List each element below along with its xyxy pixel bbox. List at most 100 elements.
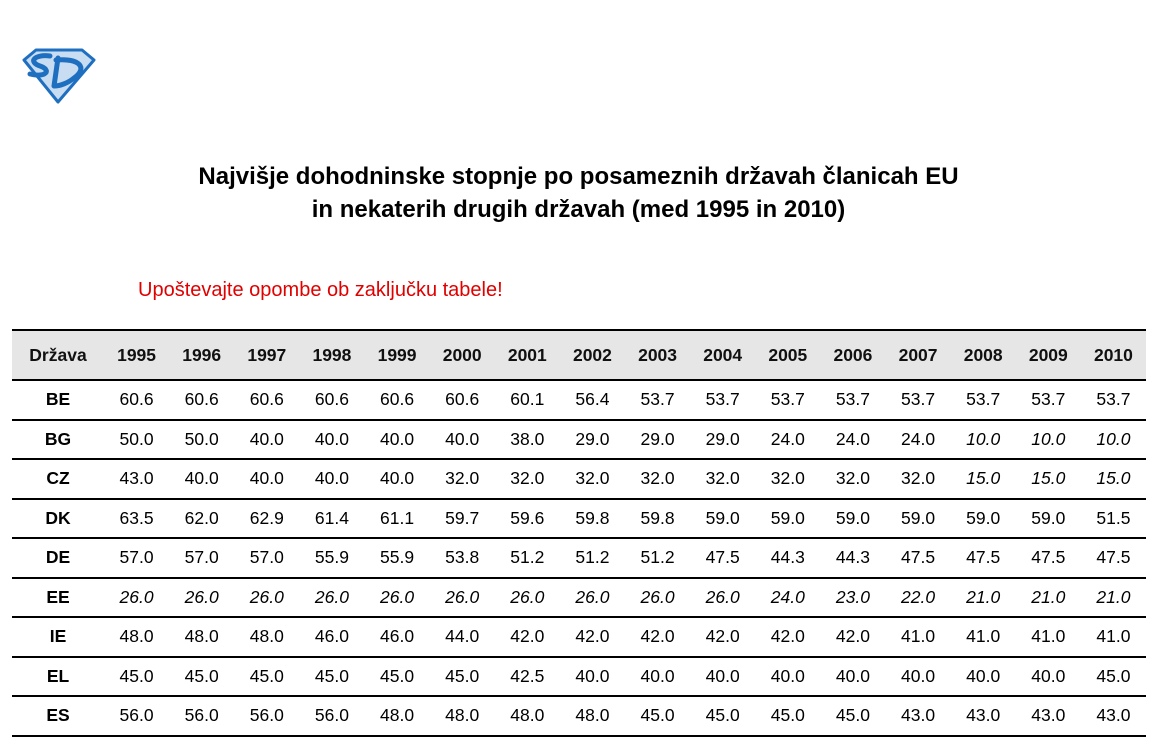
rate-cell: 43.0 [1031, 705, 1066, 726]
rate-cell: 24.0 [770, 428, 805, 449]
rate-cell: 43.0 [1096, 705, 1131, 726]
rate-cell: 40.0 [249, 428, 284, 449]
table-row: EE 26.0 26.0 26.0 26.0 26.0 26.0 26.0 26.0 26.0 26… [12, 578, 1146, 617]
rate-cell: 45.0 [119, 665, 154, 686]
rate-cell: 48.0 [119, 626, 154, 647]
rate-cell: 40.0 [640, 665, 675, 686]
rate-cell: 56.0 [184, 705, 219, 726]
rate-cell: 48.0 [510, 705, 545, 726]
rate-cell: 62.0 [184, 507, 219, 528]
rate-cell: 40.0 [835, 665, 870, 686]
rate-cell: 59.8 [575, 507, 610, 528]
table-row: CZ 43.0 40.0 40.0 40.0 40.0 32.0 32.0 32.0 32.0 32… [12, 459, 1146, 499]
rate-cell: 42.0 [835, 626, 870, 647]
rate-cell: 45.0 [770, 705, 805, 726]
rate-cell: 53.7 [966, 389, 1001, 410]
rate-cell: 51.5 [1096, 507, 1131, 528]
rate-cell: 40.0 [575, 665, 610, 686]
rate-cell: 10.0 [1096, 428, 1131, 449]
rate-cell: 43.0 [119, 468, 154, 489]
rate-cell: 32.0 [575, 468, 610, 489]
rate-cell: 44.3 [835, 547, 870, 568]
rate-cell: 45.0 [184, 665, 219, 686]
rate-cell: 47.5 [705, 547, 740, 568]
rate-cell: 26.0 [184, 586, 219, 607]
rate-cell: 43.0 [901, 705, 936, 726]
column-header-year: 1997 [247, 344, 287, 365]
rate-cell: 24.0 [901, 428, 936, 449]
rate-cell: 44.3 [770, 547, 805, 568]
rate-cell: 47.5 [1031, 547, 1066, 568]
rate-cell: 50.0 [184, 428, 219, 449]
rate-cell: 59.0 [901, 507, 936, 528]
rate-cell: 41.0 [1096, 626, 1131, 647]
rate-cell: 45.0 [835, 705, 870, 726]
column-header-year: 2003 [638, 344, 678, 365]
rate-cell: 40.0 [966, 665, 1001, 686]
rate-cell: 47.5 [901, 547, 936, 568]
title-line-1: Najvišje dohodninske stopnje po posamezn… [198, 163, 959, 190]
rate-cell: 41.0 [1031, 626, 1066, 647]
rate-cell: 53.7 [1096, 389, 1131, 410]
rate-cell: 32.0 [705, 468, 740, 489]
rate-cell: 50.0 [119, 428, 154, 449]
rate-cell: 15.0 [1031, 468, 1066, 489]
rate-cell: 57.0 [119, 547, 154, 568]
rate-cell: 60.6 [380, 389, 415, 410]
rate-cell: 59.0 [705, 507, 740, 528]
rate-cell: 29.0 [705, 428, 740, 449]
column-header-year: 2000 [442, 344, 482, 365]
rate-cell: 61.1 [380, 507, 415, 528]
rate-cell: 32.0 [640, 468, 675, 489]
rate-cell: 53.7 [835, 389, 870, 410]
column-header-year: 1999 [377, 344, 417, 365]
country-code: BG [44, 428, 72, 449]
country-code: ES [46, 705, 70, 726]
rate-cell: 44.0 [445, 626, 480, 647]
rate-cell: 32.0 [835, 468, 870, 489]
table-header-row: Država 1995 1996 1997 1998 1999 2000 2001 2002 20… [12, 330, 1146, 380]
column-header-year: 2008 [963, 344, 1003, 365]
rate-cell: 26.0 [445, 586, 480, 607]
rate-cell: 26.0 [314, 586, 349, 607]
country-code: CZ [46, 468, 70, 489]
rate-cell: 26.0 [640, 586, 675, 607]
rate-cell: 57.0 [184, 547, 219, 568]
rate-cell: 21.0 [1031, 586, 1066, 607]
rate-cell: 42.0 [575, 626, 610, 647]
column-header-year: 1998 [312, 344, 352, 365]
rate-cell: 60.6 [445, 389, 480, 410]
table-row: DK 63.5 62.0 62.9 61.4 61.1 59.7 59.6 59.8 59.8 59… [12, 499, 1146, 538]
rate-cell: 53.7 [901, 389, 936, 410]
rate-cell: 43.0 [966, 705, 1001, 726]
rate-cell: 45.0 [705, 705, 740, 726]
rate-cell: 59.6 [510, 507, 545, 528]
rate-cell: 48.0 [380, 705, 415, 726]
table-row: IE 48.0 48.0 48.0 46.0 46.0 44.0 42.0 42.0 42.0 42… [12, 617, 1146, 657]
rate-cell: 48.0 [184, 626, 219, 647]
column-header-year: 2001 [507, 344, 547, 365]
rate-cell: 59.7 [445, 507, 480, 528]
tax-rates-table: Država 1995 1996 1997 1998 1999 2000 2001 2002 20… [12, 329, 1146, 737]
rate-cell: 47.5 [1096, 547, 1131, 568]
rate-cell: 56.4 [575, 389, 610, 410]
rate-cell: 26.0 [249, 586, 284, 607]
rate-cell: 38.0 [510, 428, 545, 449]
rate-cell: 29.0 [575, 428, 610, 449]
rate-cell: 40.0 [249, 468, 284, 489]
notes-warning: Upoštevajte opombe ob zaključku tabele! [138, 279, 503, 301]
rate-cell: 45.0 [445, 665, 480, 686]
column-header-year: 2007 [898, 344, 938, 365]
rate-cell: 53.7 [640, 389, 675, 410]
rate-cell: 45.0 [640, 705, 675, 726]
table-row: BG 50.0 50.0 40.0 40.0 40.0 40.0 38.0 29.0 29.0 29… [12, 420, 1146, 459]
rate-cell: 40.0 [184, 468, 219, 489]
rate-cell: 24.0 [835, 428, 870, 449]
rate-cell: 22.0 [901, 586, 936, 607]
rate-cell: 32.0 [770, 468, 805, 489]
rate-cell: 51.2 [510, 547, 545, 568]
country-code: EL [46, 665, 70, 686]
rate-cell: 42.5 [510, 665, 545, 686]
rate-cell: 26.0 [575, 586, 610, 607]
rate-cell: 26.0 [510, 586, 545, 607]
